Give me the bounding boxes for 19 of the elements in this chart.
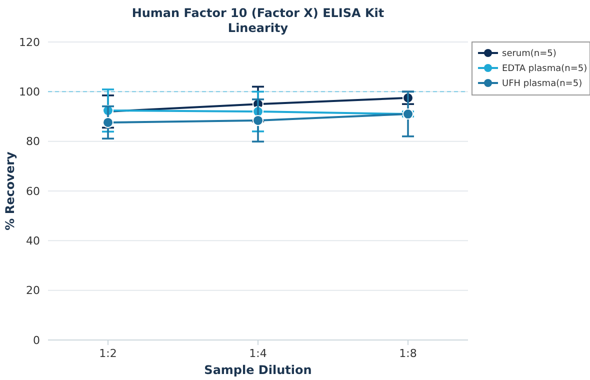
chart-subtitle: Linearity [228,21,288,35]
x-tick-label: 1:4 [249,347,267,360]
y-tick-label: 0 [33,334,40,347]
y-tick-label: 80 [26,135,40,148]
x-axis-title: Sample Dilution [204,363,312,377]
legend-label: UFH plasma(n=5) [502,79,582,90]
y-tick-label: 20 [26,284,40,298]
chart-title: Human Factor 10 (Factor X) ELISA Kit [132,6,384,20]
y-tick-label: 100 [19,86,40,99]
y-tick-label: 60 [26,184,40,198]
x-tick-label: 1:8 [399,347,417,360]
y-tick-label: 120 [19,36,40,49]
point [102,116,114,128]
legend-label: EDTA plasma(n=5) [502,64,588,74]
y-tick-label: 40 [26,234,40,248]
point [252,114,264,126]
y-axis-title: % Recovery [3,152,17,230]
x-tick-label: 1:2 [99,347,117,360]
legend-label: serum(n=5) [502,49,556,60]
